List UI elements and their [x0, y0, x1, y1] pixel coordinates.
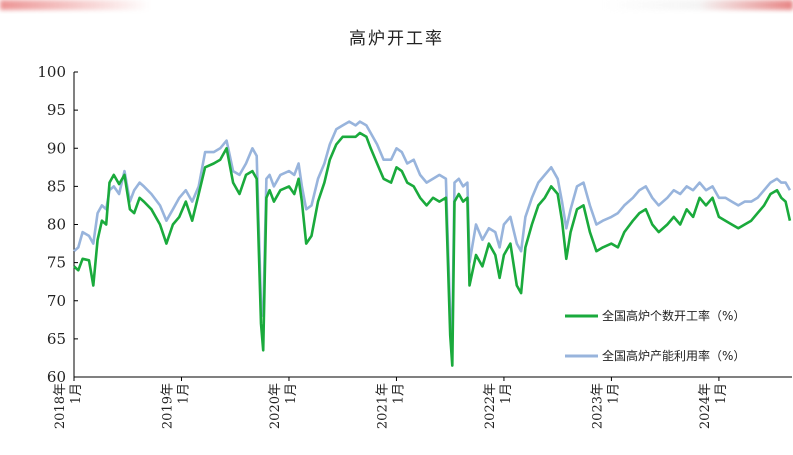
- x-tick-month-label: 1月: [499, 383, 514, 404]
- x-tick-month-label: 1月: [606, 383, 621, 404]
- legend-label-2: 全国高炉产能利用率（%）: [602, 348, 745, 363]
- y-tick-label: 100: [37, 63, 66, 81]
- banner-left-fade: [0, 0, 150, 10]
- series-line-2: [73, 120, 792, 333]
- top-banner: [0, 0, 793, 14]
- series-line-1: [73, 131, 792, 367]
- y-tick-label: 75: [47, 254, 66, 272]
- x-tick-year-label: 2023年: [590, 383, 605, 429]
- y-tick-label: 95: [47, 101, 66, 119]
- y-axis: 60 65 70 75 80 85 90 95 100: [37, 63, 78, 386]
- legend-label-1: 全国高炉个数开工率（%）: [602, 308, 745, 323]
- x-tick-month-label: 1月: [391, 383, 406, 404]
- y-tick-label: 60: [47, 368, 66, 386]
- x-tick-month-label: 1月: [714, 383, 729, 404]
- x-tick-year-label: 2024年: [698, 383, 713, 429]
- y-tick-label: 90: [47, 139, 66, 157]
- y-tick-label: 85: [47, 177, 66, 195]
- banner-right-fade: [603, 0, 793, 10]
- x-tick-year-label: 2020年: [268, 383, 283, 429]
- legend: 全国高炉个数开工率（%） 全国高炉产能利用率（%）: [565, 308, 745, 363]
- x-tick-year-label: 2019年: [160, 383, 175, 429]
- x-tick-month-label: 1月: [176, 383, 191, 404]
- x-tick-month-label: 1月: [284, 383, 299, 404]
- y-tick-label: 80: [47, 216, 66, 234]
- x-axis: 2018年 1月 2019年 1月 2020年 1月 2021年 1月 2022年 1月 2023年…: [53, 376, 792, 429]
- x-tick-year-label: 2022年: [483, 383, 498, 429]
- y-tick-label: 70: [47, 292, 66, 310]
- x-tick-year-label: 2021年: [375, 383, 390, 429]
- series-layer: [73, 120, 792, 367]
- x-tick-year-label: 2018年: [53, 383, 68, 429]
- chart-title: 高炉开工率: [349, 29, 444, 49]
- y-tick-label: 65: [47, 330, 66, 348]
- x-tick-month-label: 1月: [69, 383, 84, 404]
